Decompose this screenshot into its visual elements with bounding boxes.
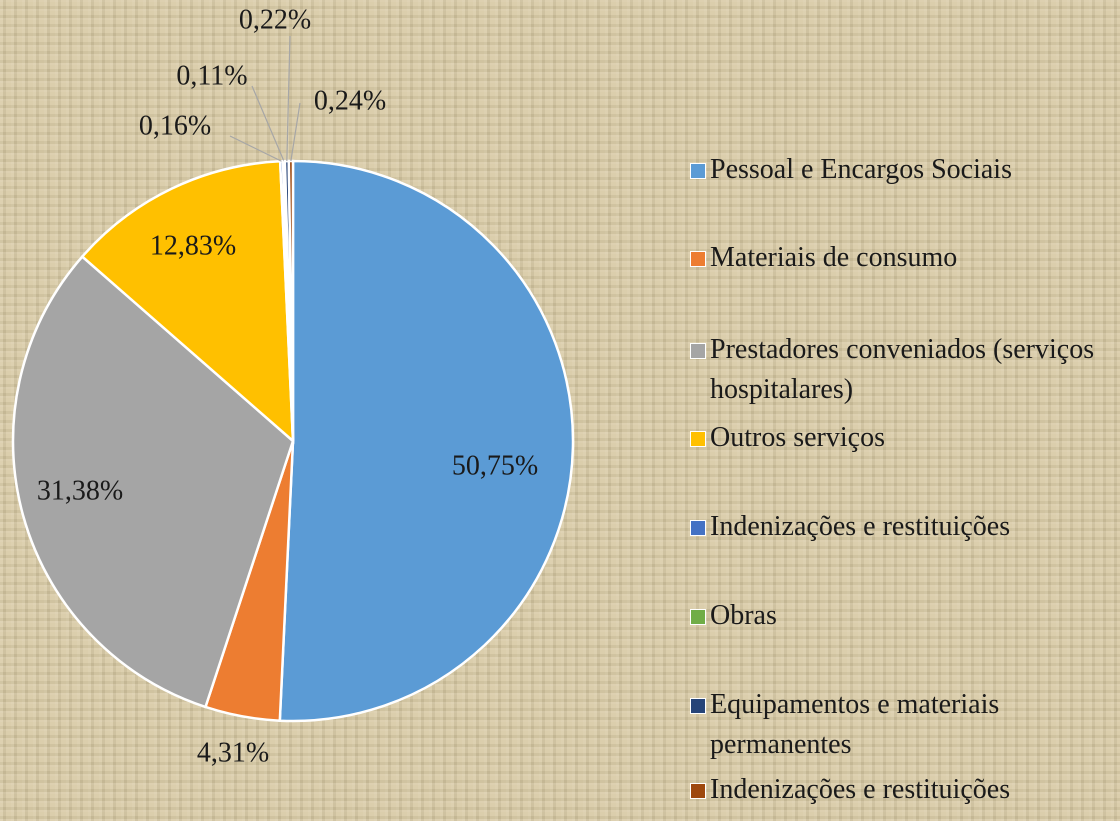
legend-label: Obras <box>710 600 777 631</box>
legend-label: Equipamentos e materiais permanentes <box>710 689 1000 760</box>
pie-slice <box>11 254 295 709</box>
pie-slice <box>287 159 295 442</box>
legend-label: Pessoal e Encargos Sociais <box>710 154 1012 185</box>
pie-slice <box>278 159 575 723</box>
legend-label: Materiais de consumo <box>710 242 958 273</box>
legend-swatch <box>690 609 706 625</box>
legend-swatch <box>690 520 706 536</box>
legend-item: Outros serviços <box>690 418 1118 458</box>
legend-item: Prestadores conveniados (serviços hospit… <box>690 330 1118 410</box>
data-label: 50,75% <box>452 450 538 481</box>
data-label: 0,11% <box>176 60 247 91</box>
data-label: 0,16% <box>139 110 211 141</box>
legend-label: Indenizações e restituições <box>710 511 1011 542</box>
legend-item: Obras <box>690 596 1118 636</box>
legend-label: Indenizações e restituições <box>710 774 1011 805</box>
legend-swatch <box>690 343 706 359</box>
data-label: 12,83% <box>150 230 236 261</box>
legend-swatch <box>690 163 706 179</box>
leader-line <box>286 35 291 162</box>
legend-swatch <box>690 431 706 447</box>
leader-line <box>251 85 285 162</box>
legend-item: Indenizações e restituições <box>690 770 1118 810</box>
legend-item: Pessoal e Encargos Sociais <box>690 150 1118 190</box>
data-label: 4,31% <box>197 737 269 768</box>
legend-item: Equipamentos e materiais permanentes <box>690 685 1118 765</box>
legend-swatch <box>690 251 706 267</box>
legend-swatch <box>690 783 706 799</box>
legend-label: Outros serviços <box>710 422 885 453</box>
legend-label: Prestadores conveniados (serviços hospit… <box>710 334 1095 405</box>
legend-item: Indenizações e restituições <box>690 507 1118 547</box>
leader-line <box>229 135 282 162</box>
legend-swatch <box>690 698 706 714</box>
data-label: 0,22% <box>239 4 311 35</box>
leader-line <box>290 102 301 162</box>
data-label: 0,24% <box>314 85 386 116</box>
pie-slice <box>80 159 295 444</box>
data-label: 31,38% <box>37 475 123 506</box>
legend-item: Materiais de consumo <box>690 238 1118 278</box>
